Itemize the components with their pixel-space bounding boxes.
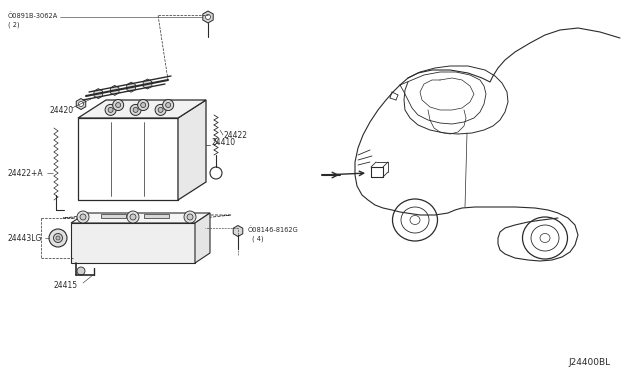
Circle shape — [130, 105, 141, 115]
Text: 24422+A: 24422+A — [8, 169, 44, 177]
Circle shape — [56, 236, 60, 240]
Text: 24443LG: 24443LG — [8, 234, 42, 243]
Circle shape — [205, 15, 211, 19]
Circle shape — [80, 214, 86, 220]
Circle shape — [54, 234, 63, 243]
Text: 24420: 24420 — [50, 106, 74, 115]
Polygon shape — [78, 118, 178, 200]
Circle shape — [49, 229, 67, 247]
Polygon shape — [101, 214, 126, 218]
Circle shape — [77, 211, 89, 223]
Polygon shape — [110, 86, 119, 95]
Circle shape — [141, 103, 146, 108]
Polygon shape — [144, 214, 169, 218]
Text: Ô08146-8162G: Ô08146-8162G — [248, 227, 299, 234]
Circle shape — [127, 211, 139, 223]
Polygon shape — [195, 213, 210, 263]
Circle shape — [116, 103, 121, 108]
Text: 24415: 24415 — [53, 281, 77, 290]
Circle shape — [79, 102, 83, 106]
Circle shape — [108, 108, 113, 112]
Text: ( 2): ( 2) — [8, 21, 20, 28]
Text: Ô0891B-3062A: Ô0891B-3062A — [8, 13, 58, 19]
Circle shape — [77, 267, 85, 275]
Circle shape — [133, 108, 138, 112]
Circle shape — [184, 211, 196, 223]
Polygon shape — [78, 100, 206, 118]
Polygon shape — [178, 100, 206, 200]
Circle shape — [166, 103, 171, 108]
Polygon shape — [71, 223, 195, 263]
Circle shape — [138, 100, 148, 110]
Circle shape — [163, 100, 173, 110]
Circle shape — [158, 108, 163, 112]
Polygon shape — [143, 79, 152, 89]
Circle shape — [155, 105, 166, 115]
Text: J24400BL: J24400BL — [568, 358, 610, 367]
Polygon shape — [127, 82, 136, 92]
Polygon shape — [71, 213, 210, 223]
Circle shape — [130, 214, 136, 220]
Polygon shape — [233, 225, 243, 237]
Text: 24422: 24422 — [224, 131, 248, 140]
Circle shape — [113, 100, 124, 110]
Polygon shape — [203, 11, 213, 23]
Circle shape — [187, 214, 193, 220]
Text: ( 4): ( 4) — [252, 236, 264, 243]
Polygon shape — [94, 89, 102, 99]
Polygon shape — [76, 99, 86, 109]
Circle shape — [105, 105, 116, 115]
Text: 24410: 24410 — [212, 138, 236, 147]
